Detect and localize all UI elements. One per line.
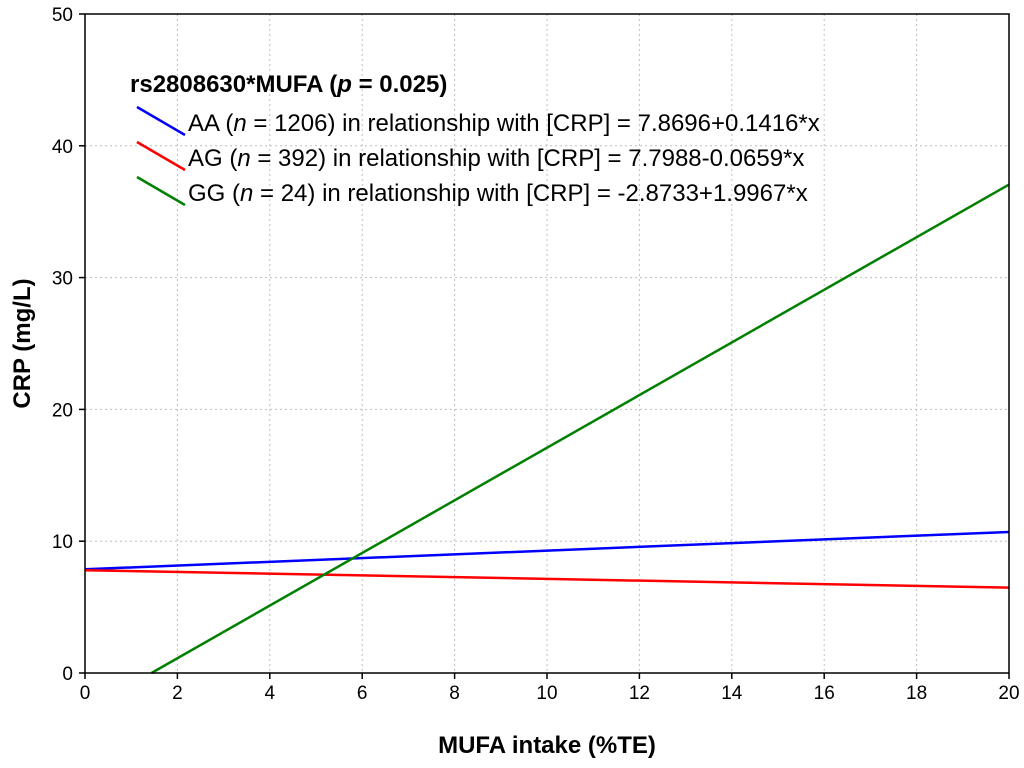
tick-marks (79, 13, 1010, 679)
legend-swatch-gg (136, 175, 186, 207)
x-tick-label: 0 (80, 683, 91, 704)
legend-relationship: ) in relationship with [CRP] = 7.8696+0.… (327, 110, 819, 137)
series-line-ag (84, 568, 1010, 589)
x-tick-label: 14 (721, 683, 743, 704)
x-tick-label: 10 (536, 683, 557, 704)
x-tick-label: 8 (449, 683, 460, 704)
y-tick-label: 0 (62, 664, 73, 685)
legend-entry-ag: AG (n = 392) in relationship with [CRP] … (188, 145, 804, 172)
legend-genotype: AG ( (188, 145, 237, 172)
legend: rs2808630*MUFA (p = 0.025)AA (n = 1206) … (130, 71, 820, 207)
y-tick-label: 50 (52, 5, 73, 26)
legend-relationship: ) in relationship with [CRP] = 7.7988-0.… (318, 145, 804, 172)
legend-swatch-ag (136, 140, 186, 172)
legend-n-symbol: n (240, 180, 253, 207)
legend-genotype: GG ( (188, 180, 240, 207)
series-line-gg (150, 183, 1010, 675)
y-tick-label: 20 (52, 400, 73, 421)
legend-genotype: AA ( (188, 110, 233, 137)
x-tick-label: 20 (998, 683, 1019, 704)
y-tick-label: 30 (52, 269, 73, 290)
legend-title-p-symbol: p (336, 71, 352, 98)
x-tick-labels: 0 2 4 6 8 10 12 14 16 18 20 (80, 683, 1020, 704)
legend-title-suffix: = 0.025) (352, 71, 447, 98)
x-tick-label: 6 (357, 683, 368, 704)
x-tick-label: 18 (906, 683, 927, 704)
legend-relationship: ) in relationship with [CRP] = -2.8733+1… (307, 180, 807, 207)
grid-lines (85, 14, 1009, 673)
series-line-aa (84, 530, 1010, 571)
legend-n-symbol: n (233, 110, 246, 137)
legend-n-symbol: n (237, 145, 250, 172)
legend-n-value: = 1206 (247, 110, 328, 137)
legend-n-value: = 392 (251, 145, 318, 172)
x-tick-label: 2 (172, 683, 183, 704)
legend-title-prefix: rs2808630*MUFA ( (130, 71, 337, 98)
x-tick-label: 16 (814, 683, 835, 704)
legend-entry-aa: AA (n = 1206) in relationship with [CRP]… (188, 110, 820, 137)
y-tick-label: 10 (52, 532, 73, 553)
y-axis-title: CRP (mg/L) (9, 278, 36, 408)
x-tick-label: 12 (629, 683, 650, 704)
legend-n-value: = 24 (253, 180, 307, 207)
legend-swatch-aa (136, 105, 186, 137)
legend-entry-gg: GG (n = 24) in relationship with [CRP] =… (188, 180, 808, 207)
y-tick-labels: 0 10 20 30 40 50 (52, 5, 73, 685)
x-axis-title: MUFA intake (%TE) (438, 732, 656, 759)
series-lines (84, 183, 1010, 675)
legend-title: rs2808630*MUFA (p = 0.025) (130, 71, 447, 98)
x-tick-label: 4 (265, 683, 276, 704)
y-tick-label: 40 (52, 137, 73, 158)
